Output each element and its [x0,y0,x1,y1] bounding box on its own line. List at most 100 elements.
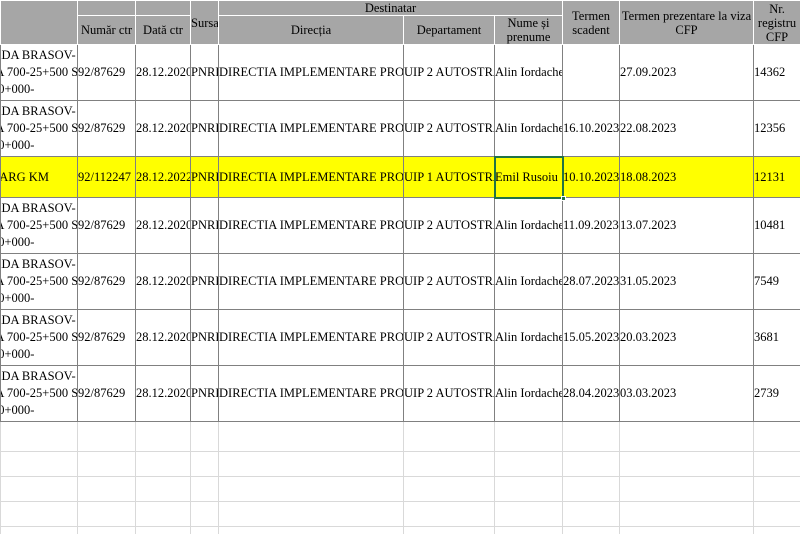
cell-termen-scadent[interactable]: 28.04.2023 [562,365,621,422]
header-directia[interactable]: Direcția [218,15,404,45]
cell-sursa[interactable]: PNRR [190,156,219,198]
cell-numar-ctr[interactable]: 92/87629 [77,197,136,254]
cell-description[interactable]: AUTOSTRADA BRASOV-SECTIUNEA 700-25+500 S… [0,197,78,254]
cell-nume[interactable]: Alin Iordache [493,309,564,366]
fill-handle[interactable] [560,195,566,201]
cell-numar-ctr[interactable]: 92/87629 [77,253,136,310]
header-numar-ctr[interactable]: Număr ctr [77,15,136,45]
cell-termen-viza[interactable]: 20.03.2023 [619,309,755,366]
grid-row-line [0,451,800,452]
cell-numar-ctr[interactable]: 92/87629 [77,100,136,157]
table-row[interactable]: AUTOSTRADA BRASOV-SECTIUNEA 700-25+500 S… [0,309,800,366]
cell-termen-viza[interactable]: 31.05.2023 [619,253,755,310]
cell-nume[interactable]: Alin Iordache [493,365,564,422]
cell-directia[interactable]: DIRECTIA IMPLEMENTARE PROIECTE [218,309,404,366]
cell-sursa[interactable]: PNRR [190,197,219,254]
cell-nr-reg[interactable]: 7549 [753,253,800,310]
cell-termen-scadent[interactable]: 15.05.2023 [562,309,621,366]
cell-nume[interactable]: Alin Iordache [493,197,564,254]
cell-description[interactable]: AUTOSTRADA BRASOV-SECTIUNEA 700-25+500 S… [0,44,78,101]
cell-departament[interactable]: UIP 1 AUTOSTRAZI [403,156,495,198]
cell-sursa[interactable]: PNRR [190,100,219,157]
cell-directia[interactable]: DIRECTIA IMPLEMENTARE PROIECTE [218,197,404,254]
header-termen-scadent[interactable]: Termen scadent [562,0,621,45]
cell-directia[interactable]: DIRECTIA IMPLEMENTARE PROIECTE [218,253,404,310]
cell-directia[interactable]: DIRECTIA IMPLEMENTARE PROIECTE [218,44,404,101]
header-termen-prezentare-viza-cfp[interactable]: Termen prezentare la viza CFP [619,0,755,45]
cell-data-ctr[interactable]: 28.12.2020 [135,309,191,366]
cell-nr-reg[interactable]: 12131 [753,156,800,198]
table-row[interactable]: AUTOSTRADA BRASOV-SECTIUNEA 700-25+500 S… [0,253,800,310]
header-data-ctr[interactable]: Dată ctr [135,15,191,45]
cell-sursa[interactable]: PNRR [190,253,219,310]
table-row[interactable]: AUTOSTRADA BRASOV-SECTIUNEA 700-25+500 S… [0,100,800,157]
table-row[interactable]: AUTOSTRADA BRASOV-SECTIUNEA 700-25+500 S… [0,44,800,101]
cell-description[interactable]: AUTOSTRADA BRASOV-SECTIUNEA 700-25+500 S… [0,100,78,157]
header-nume-si-prenume[interactable]: Nume și prenume [493,15,564,45]
header-nr-registru-cfp[interactable]: Nr. registru CFP [753,0,800,45]
cell-departament[interactable]: UIP 2 AUTOSTRAZI [403,44,495,101]
cell-numar-ctr[interactable]: 92/87629 [77,309,136,366]
cell-termen-scadent[interactable]: 16.10.2023 [562,100,621,157]
cell-nume[interactable]: Alin Iordache [493,253,564,310]
cell-termen-scadent[interactable]: 11.09.2023 [562,197,621,254]
cell-termen-viza[interactable]: 22.08.2023 [619,100,755,157]
cell-description[interactable]: FOCSANI-TARG KM [0,156,78,198]
cell-termen-scadent[interactable]: 28.07.2023 [562,253,621,310]
cell-data-ctr[interactable]: 28.12.2020 [135,253,191,310]
cell-departament[interactable]: UIP 2 AUTOSTRAZI [403,100,495,157]
cell-directia[interactable]: DIRECTIA IMPLEMENTARE PROIECTE [218,100,404,157]
cell-termen-viza[interactable]: 03.03.2023 [619,365,755,422]
header-sursa[interactable]: Sursa [190,0,219,45]
header-spacer-data [135,0,191,16]
header-row-group: Sursa Destinatar Termen scadent Termen p… [0,0,800,45]
cell-departament[interactable]: UIP 2 AUTOSTRAZI [403,253,495,310]
cell-directia[interactable]: DIRECTIA IMPLEMENTARE PROIECTE [218,365,404,422]
cell-description[interactable]: AUTOSTRADA BRASOV-SECTIUNEA 700-25+500 S… [0,365,78,422]
cell-data-ctr[interactable]: 28.12.2020 [135,100,191,157]
grid-row-line [0,501,800,502]
cell-nume[interactable]: Alin Iordache [493,100,564,157]
cell-directia[interactable]: DIRECTIA IMPLEMENTARE PROIECTE [218,156,404,198]
cell-termen-scadent[interactable] [562,44,621,101]
cell-nume[interactable]: Alin Iordache [493,44,564,101]
cell-termen-scadent[interactable]: 10.10.2023 [562,156,621,198]
cell-sursa[interactable]: PNRR [190,44,219,101]
cell-description-text: AUTOSTRADA BRASOV-SECTIUNEA 700-25+500 S… [0,369,78,417]
cell-departament[interactable]: UIP 2 AUTOSTRAZI [403,309,495,366]
cell-termen-viza[interactable]: 18.08.2023 [619,156,755,198]
cell-description[interactable]: AUTOSTRADA BRASOV-SECTIUNEA 700-25+500 S… [0,253,78,310]
cell-numar-ctr[interactable]: 92/87629 [77,44,136,101]
table-row[interactable]: AUTOSTRADA BRASOV-SECTIUNEA 700-25+500 S… [0,365,800,422]
cell-nr-reg[interactable]: 12356 [753,100,800,157]
cell-nr-reg[interactable]: 14362 [753,44,800,101]
cell-description-text: AUTOSTRADA BRASOV-SECTIUNEA 700-25+500 S… [0,313,78,361]
header-spacer-numar [77,0,136,16]
header-description-blank[interactable] [0,0,78,45]
cell-departament[interactable]: UIP 2 AUTOSTRAZI [403,365,495,422]
table-row[interactable]: FOCSANI-TARG KM 92/11224728.12.2022PNRRDI… [0,156,800,198]
cell-data-ctr[interactable]: 28.12.2022 [135,156,191,198]
cell-description[interactable]: AUTOSTRADA BRASOV-SECTIUNEA 700-25+500 S… [0,309,78,366]
cell-data-ctr[interactable]: 28.12.2020 [135,365,191,422]
cell-sursa[interactable]: PNRR [190,309,219,366]
cell-departament[interactable]: UIP 2 AUTOSTRAZI [403,197,495,254]
cell-data-ctr[interactable]: 28.12.2020 [135,44,191,101]
table-body: AUTOSTRADA BRASOV-SECTIUNEA 700-25+500 S… [0,44,800,422]
cell-sursa[interactable]: PNRR [190,365,219,422]
grid-row-line [0,526,800,527]
header-departament[interactable]: Departament [403,15,495,45]
cell-numar-ctr[interactable]: 92/112247 [77,156,136,198]
cell-termen-viza[interactable]: 27.09.2023 [619,44,755,101]
cell-termen-viza[interactable]: 13.07.2023 [619,197,755,254]
cell-nr-reg[interactable]: 10481 [753,197,800,254]
spreadsheet-table[interactable]: Sursa Destinatar Termen scadent Termen p… [0,0,800,422]
grid-row-line [0,476,800,477]
header-group-destinatar[interactable]: Destinatar [217,0,564,16]
table-row[interactable]: AUTOSTRADA BRASOV-SECTIUNEA 700-25+500 S… [0,197,800,254]
cell-nr-reg[interactable]: 3681 [753,309,800,366]
cell-nr-reg[interactable]: 2739 [753,365,800,422]
cell-numar-ctr[interactable]: 92/87629 [77,365,136,422]
cell-nume[interactable]: Emil Rusoiu [493,156,564,198]
cell-data-ctr[interactable]: 28.12.2020 [135,197,191,254]
